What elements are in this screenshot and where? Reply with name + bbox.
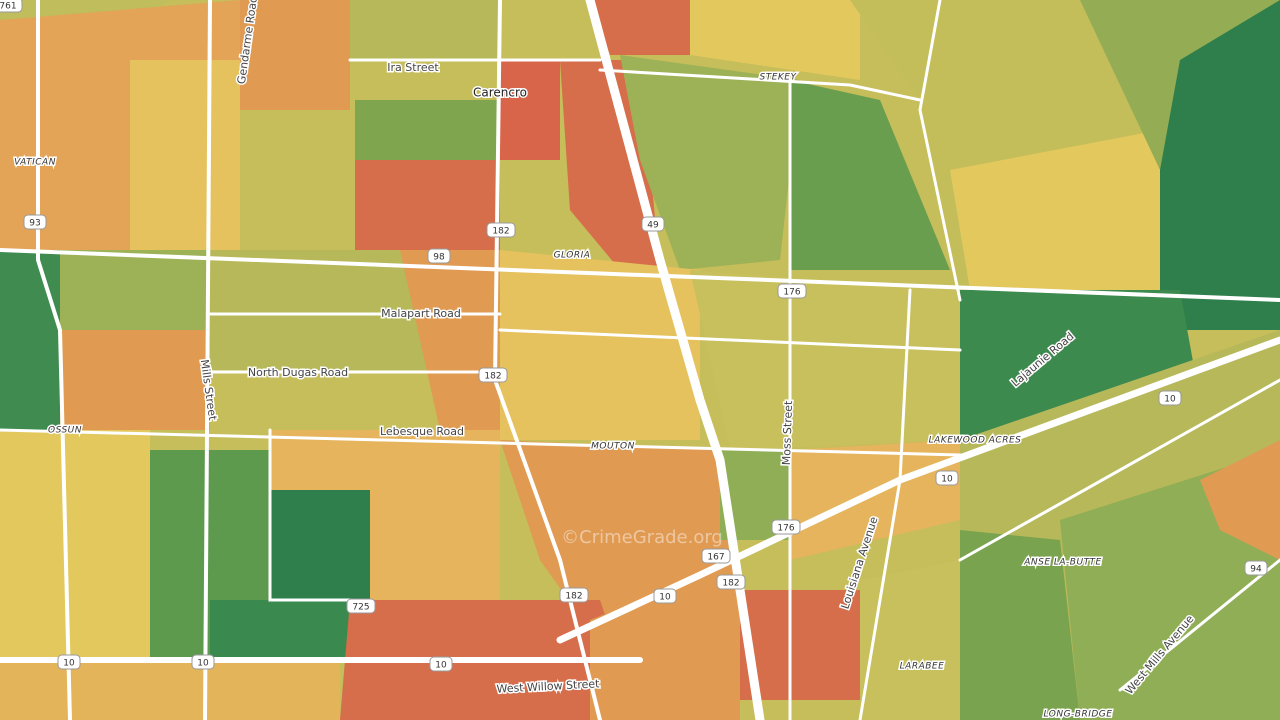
shield-label: 98 xyxy=(433,253,445,263)
shield-badge xyxy=(777,283,807,299)
shield-label: 49 xyxy=(647,221,659,231)
shield-label: 761 xyxy=(0,2,17,12)
shield-label: 182 xyxy=(492,227,509,237)
shield-badge xyxy=(771,519,801,535)
place-label: LARABEE xyxy=(900,662,945,672)
route-shield: 182 xyxy=(478,367,508,383)
place-label: LAKEWOOD ACRES xyxy=(929,436,1022,446)
shield-label: 182 xyxy=(722,579,739,589)
shield-badge xyxy=(716,574,746,590)
route-shield: 182 xyxy=(716,574,746,590)
route-shield: 98 xyxy=(427,248,451,264)
shield-label: 10 xyxy=(197,659,209,669)
shield-badge xyxy=(641,216,665,232)
road-label: Lebesque Road xyxy=(380,425,464,438)
place-label: STEKEY xyxy=(760,73,798,83)
shield-badge xyxy=(346,598,376,614)
place-label: Carencro xyxy=(473,86,527,100)
route-shields: 761 93 182 98 49 176 182 10 10 176 167 182 94 725 182 1… xyxy=(0,0,1268,672)
place-label: ANSE LA-BUTTE xyxy=(1023,558,1102,568)
road-label: Moss Street xyxy=(780,400,795,466)
shield-label: 10 xyxy=(941,475,953,485)
shield-badge xyxy=(57,654,81,670)
route-shield: 10 xyxy=(429,656,453,672)
place-labels: Carencro VATICAN GLORIA OSSUN MOUTON LAK… xyxy=(13,71,1114,720)
shield-label: 10 xyxy=(435,661,447,671)
route-shield: 176 xyxy=(771,519,801,535)
road-label: Ira Street xyxy=(387,61,439,74)
shield-badge xyxy=(701,548,731,564)
route-shield: 93 xyxy=(23,214,47,230)
place-label: MOUTON xyxy=(591,442,635,452)
route-shield: 176 xyxy=(777,283,807,299)
route-shield: 761 xyxy=(0,0,23,13)
route-shield: 10 xyxy=(57,654,81,670)
shield-label: 182 xyxy=(565,592,582,602)
shield-badge xyxy=(427,248,451,264)
shield-badge xyxy=(559,587,589,603)
shield-badge xyxy=(478,367,508,383)
route-shield: 10 xyxy=(653,588,677,604)
shield-badge xyxy=(191,654,215,670)
shield-badge xyxy=(1158,390,1182,406)
shield-label: 10 xyxy=(659,593,671,603)
shield-label: 94 xyxy=(1250,565,1262,575)
place-label: VATICAN xyxy=(14,158,56,168)
shield-badge xyxy=(935,470,959,486)
shield-label: 167 xyxy=(707,553,724,563)
shield-label: 10 xyxy=(1164,395,1176,405)
shield-label: 93 xyxy=(29,219,40,229)
shield-badge xyxy=(486,222,516,238)
place-label: GLORIA xyxy=(554,251,591,261)
route-shield: 94 xyxy=(1244,560,1268,576)
shield-label: 10 xyxy=(63,659,75,669)
shield-label: 182 xyxy=(484,372,501,382)
place-label: LONG-BRIDGE xyxy=(1044,710,1113,720)
route-shield: 725 xyxy=(346,598,376,614)
watermark: ©CrimeGrade.org xyxy=(561,527,723,548)
route-shield: 49 xyxy=(641,216,665,232)
route-shield: 182 xyxy=(486,222,516,238)
shield-badge xyxy=(0,0,23,13)
shield-badge xyxy=(429,656,453,672)
route-shield: 10 xyxy=(935,470,959,486)
shield-label: 725 xyxy=(352,603,369,613)
route-shield: 10 xyxy=(1158,390,1182,406)
shield-label: 176 xyxy=(783,288,800,298)
shield-badge xyxy=(653,588,677,604)
road-label: Malapart Road xyxy=(381,307,461,320)
road-label: North Dugas Road xyxy=(248,366,348,379)
route-shield: 10 xyxy=(191,654,215,670)
place-label: OSSUN xyxy=(48,426,82,436)
shield-label: 176 xyxy=(777,524,794,534)
shield-badge xyxy=(23,214,47,230)
route-shield: 167 xyxy=(701,548,731,564)
shield-badge xyxy=(1244,560,1268,576)
route-shield: 182 xyxy=(559,587,589,603)
